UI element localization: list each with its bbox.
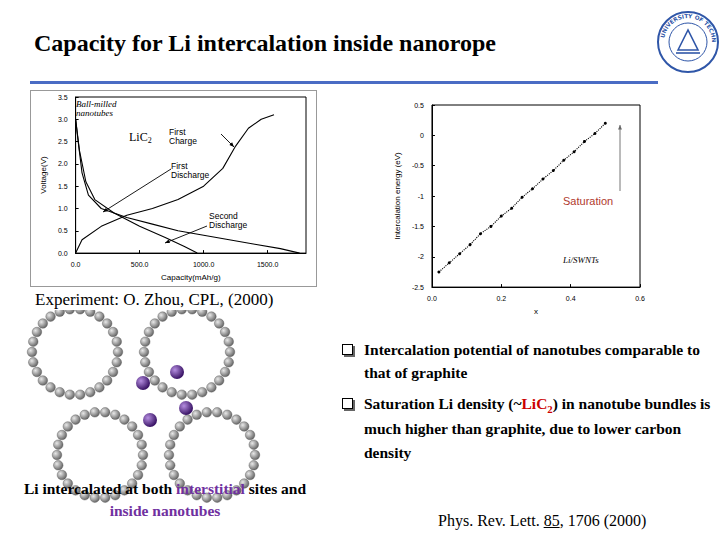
svg-text:3.0: 3.0 [58, 116, 68, 123]
svg-text:500.0: 500.0 [131, 261, 149, 268]
svg-text:3.5: 3.5 [58, 94, 68, 101]
html-text:inside nanotubes: inside nanotubes [109, 502, 221, 520]
svg-text:First: First [171, 160, 190, 171]
svg-text:Capacity(mAh/g): Capacity(mAh/g) [161, 273, 221, 282]
svg-text:-1: -1 [418, 193, 424, 200]
svg-text:1000.0: 1000.0 [193, 261, 215, 268]
svg-text:0.0: 0.0 [71, 261, 81, 268]
svg-text:Intercalation energy (eV): Intercalation energy (eV) [393, 152, 402, 240]
svg-text:Charge: Charge [169, 136, 197, 146]
svg-text:Li/SWNTs: Li/SWNTs [562, 255, 599, 265]
svg-text:-2: -2 [418, 253, 424, 260]
svg-text:Discharge: Discharge [171, 170, 210, 180]
svg-text:1.5: 1.5 [58, 183, 68, 190]
svg-text:Saturation: Saturation [563, 195, 613, 207]
svg-text:0.4: 0.4 [566, 295, 576, 302]
svg-text:0.5: 0.5 [414, 102, 424, 109]
svg-text:0: 0 [420, 132, 424, 139]
svg-text:First: First [169, 126, 188, 137]
svg-text:1500.0: 1500.0 [257, 261, 279, 268]
svg-text:0.2: 0.2 [496, 295, 506, 302]
svg-text:0.0: 0.0 [58, 250, 68, 257]
html-text:Capacity for Li intercalation: Capacity for Li intercalation inside nan… [34, 30, 496, 56]
html-text:Intercalation potential of nan: Intercalation potential of nanotubes com… [364, 341, 700, 382]
svg-text:x: x [534, 307, 538, 316]
svg-text:-0.5: -0.5 [412, 162, 424, 169]
svg-text:0.6: 0.6 [635, 295, 645, 302]
svg-text:1.0: 1.0 [58, 205, 68, 212]
html-text:Li intercalated at both inters: Li intercalated at both interstitial sit… [23, 480, 307, 497]
svg-text:2: 2 [148, 136, 152, 145]
svg-text:0.5: 0.5 [58, 227, 68, 234]
svg-text:-2.5: -2.5 [412, 284, 424, 291]
svg-text:2.0: 2.0 [58, 160, 68, 167]
svg-text:-1.5: -1.5 [412, 223, 424, 230]
html-text:Experiment: O. Zhou, CPL, (200: Experiment: O. Zhou, CPL, (2000) [35, 290, 274, 309]
svg-text:0.0: 0.0 [427, 295, 437, 302]
svg-text:LiC: LiC [129, 130, 148, 144]
svg-text:Voltage(V): Voltage(V) [39, 156, 48, 194]
html-text:Phys. Rev. Lett. 85, 1706 (200: Phys. Rev. Lett. 85, 1706 (2000) [438, 512, 647, 529]
svg-text:2.5: 2.5 [58, 138, 68, 145]
svg-text:Ball-milled: Ball-milled [76, 98, 119, 109]
svg-text:Second: Second [209, 210, 241, 221]
html-text:Saturation Li density (~ LiC2): Saturation Li density (~ LiC2) in nanotu… [364, 395, 711, 461]
svg-text:Discharge: Discharge [209, 220, 248, 230]
svg-text:nanotubes: nanotubes [76, 108, 113, 118]
